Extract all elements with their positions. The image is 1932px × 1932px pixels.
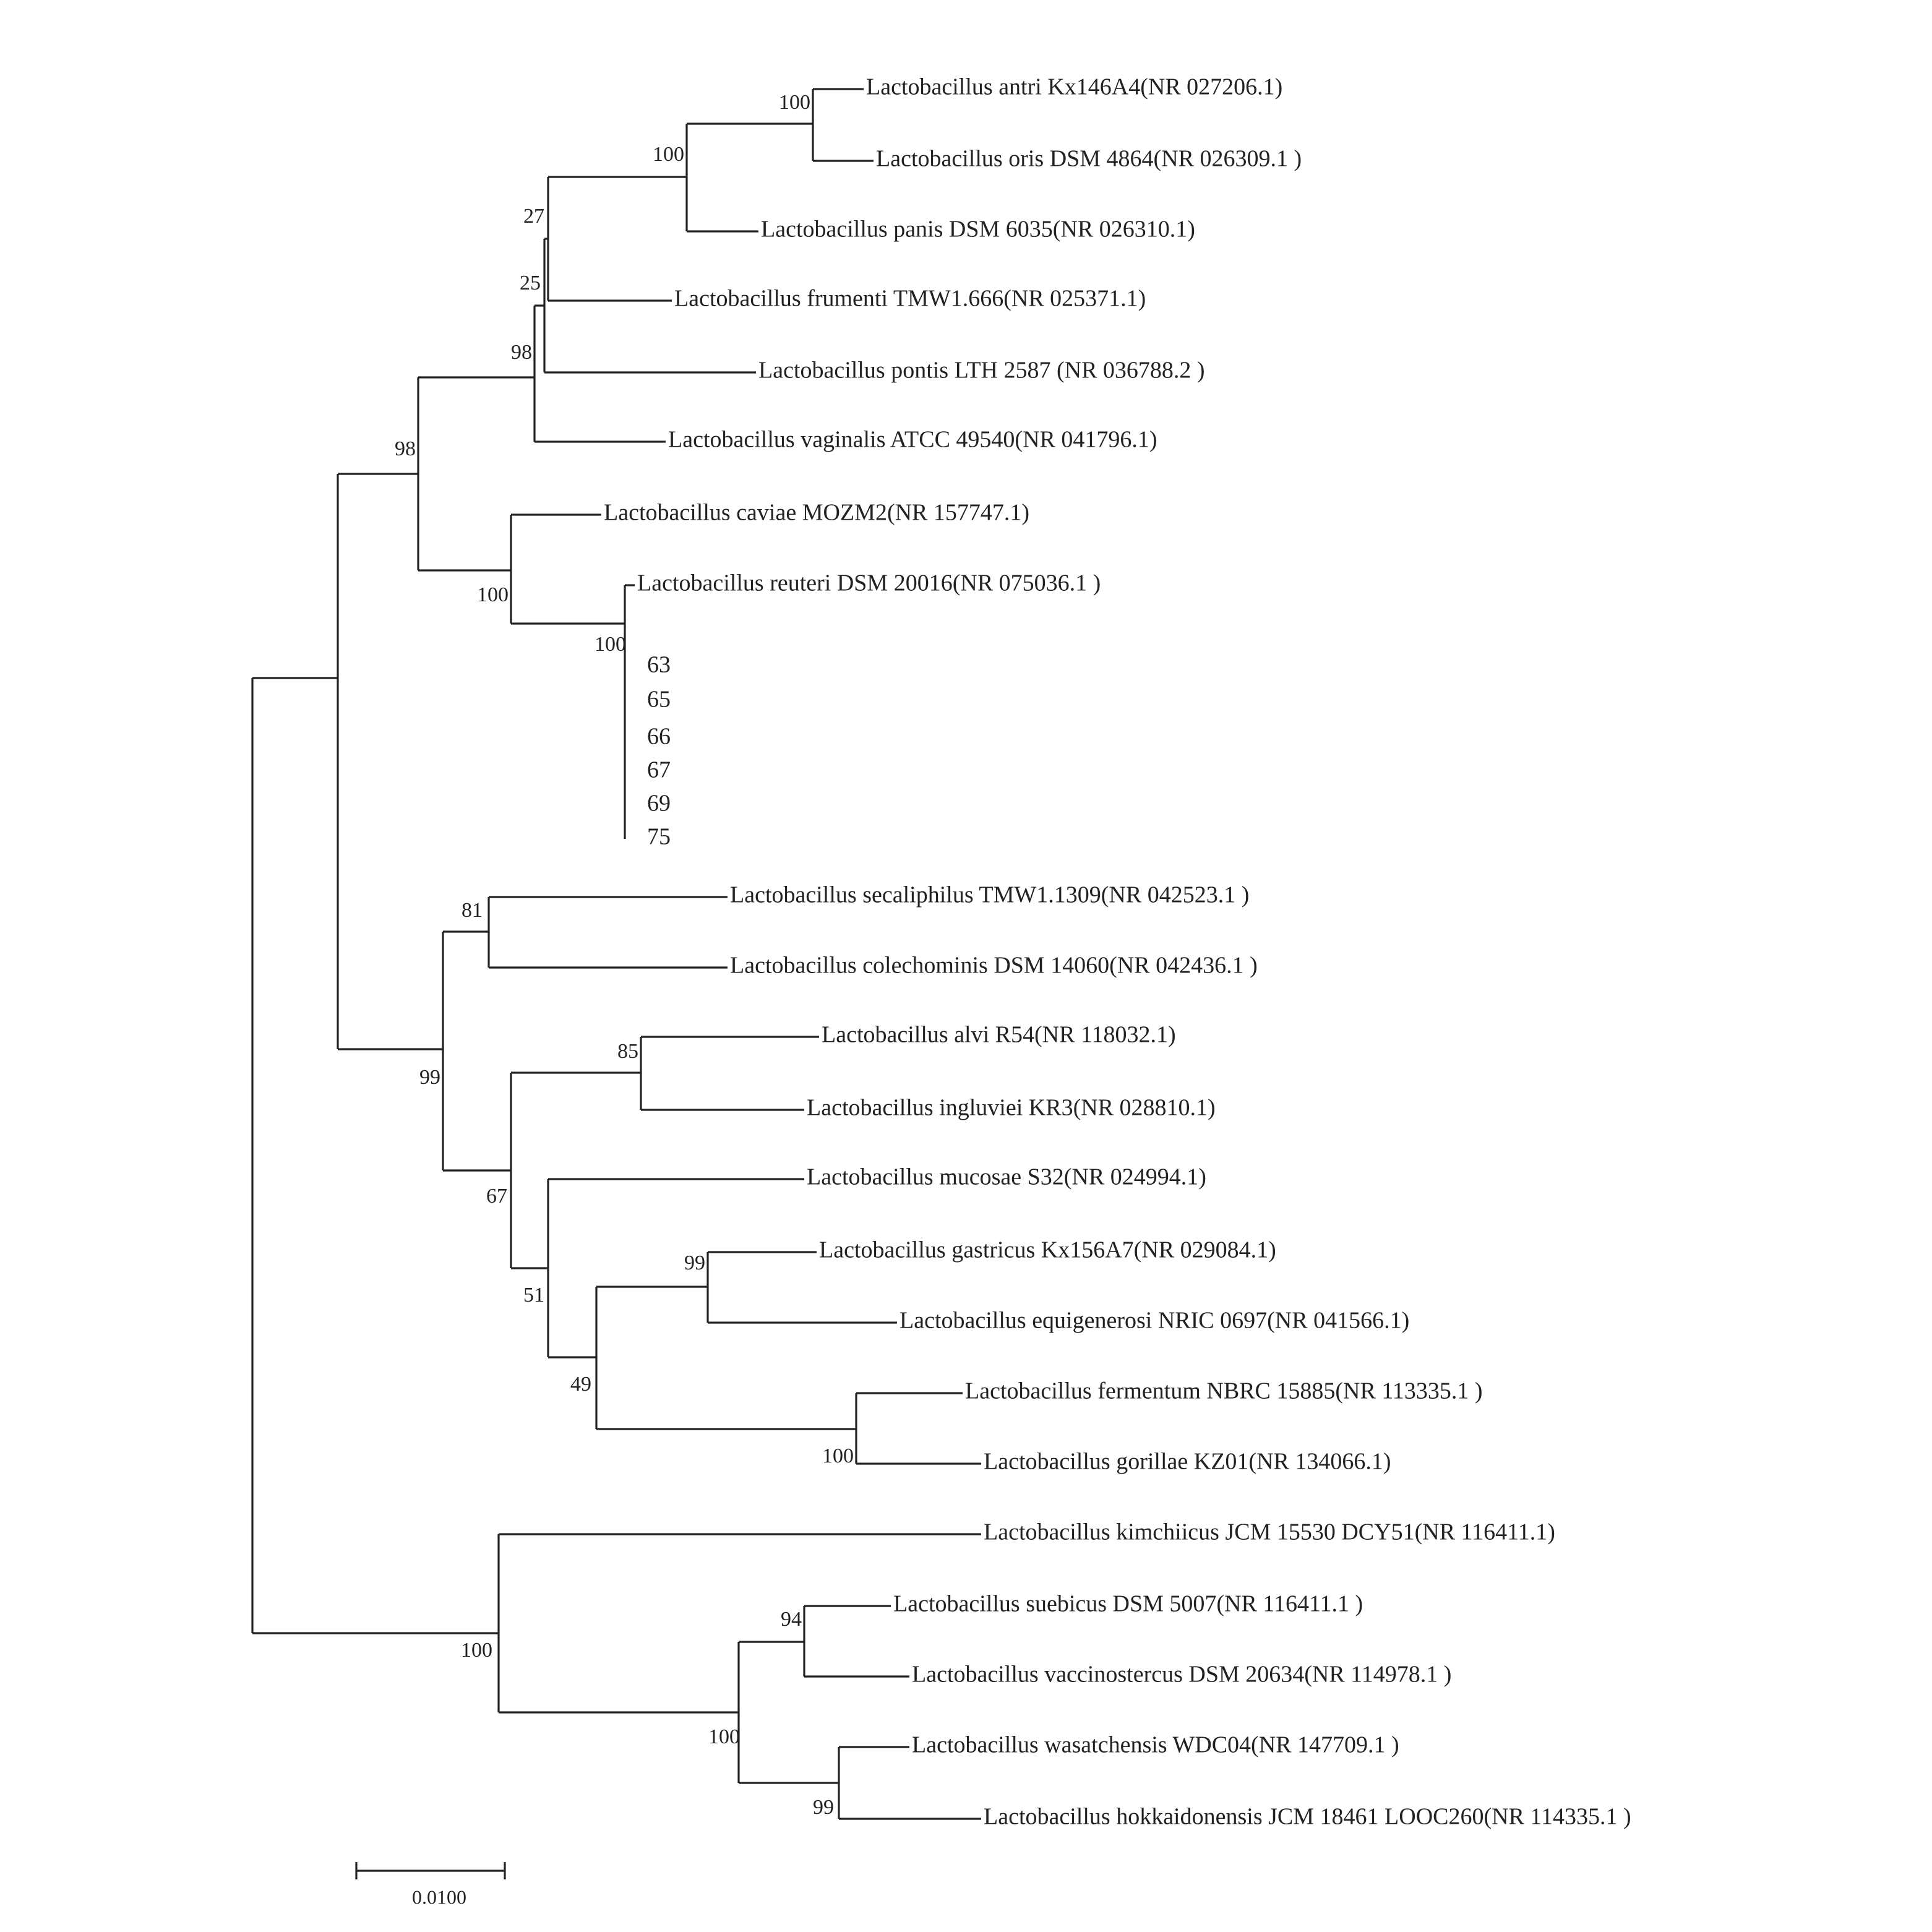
bootstrap-value: 98 [511,341,532,364]
leaf-label: Lactobacillus gastricus Kx156A7(NR 02908… [819,1237,1276,1263]
leaf-label: Lactobacillus hokkaidonensis JCM 18461 L… [984,1804,1631,1830]
bootstrap-value: 81 [462,899,483,922]
leaf-label: Lactobacillus vaginalis ATCC 49540(NR 04… [668,427,1157,453]
leaf-label: Lactobacillus colechominis DSM 14060(NR … [730,953,1258,979]
leaf-label: Lactobacillus secaliphilus TMW1.1309(NR … [730,882,1249,908]
leaf-label: Lactobacillus reuteri DSM 20016(NR 07503… [637,570,1101,596]
leaf-label: 65 [647,687,671,713]
bootstrap-value: 49 [570,1373,591,1396]
bootstrap-value: 100 [477,583,509,606]
bootstrap-value: 67 [486,1185,507,1208]
leaf-label: Lactobacillus suebicus DSM 5007(NR 11641… [893,1591,1363,1617]
bootstrap-value: 100 [708,1725,740,1748]
leaf-label: Lactobacillus kimchiicus JCM 15530 DCY51… [984,1519,1555,1545]
bootstrap-value: 94 [781,1608,802,1631]
leaf-label: 67 [647,757,671,783]
leaf-label: Lactobacillus pontis LTH 2587 (NR 036788… [758,358,1205,384]
leaf-label: Lactobacillus antri Kx146A4(NR 027206.1) [866,74,1282,100]
bootstrap-value: 85 [617,1040,638,1063]
bootstrap-value: 100 [779,91,810,114]
leaf-label: Lactobacillus wasatchensis WDC04(NR 1477… [912,1732,1399,1758]
leaf-label: Lactobacillus gorillae KZ01(NR 134066.1) [984,1449,1391,1475]
leaf-label: 63 [647,652,671,678]
leaf-label: Lactobacillus frumenti TMW1.666(NR 02537… [674,286,1146,312]
leaf-label: Lactobacillus oris DSM 4864(NR 026309.1 … [876,146,1302,172]
scale-bar-label: 0.0100 [412,1886,466,1908]
leaf-label: 69 [647,791,671,817]
bootstrap-value: 100 [461,1639,492,1662]
bootstrap-value: 100 [822,1445,854,1467]
leaf-label: 66 [647,724,671,750]
leaf-label: Lactobacillus equigenerosi NRIC 0697(NR … [899,1308,1409,1334]
bootstrap-value: 100 [653,143,684,166]
leaf-label: Lactobacillus caviae MOZM2(NR 157747.1) [604,500,1029,526]
bootstrap-value: 51 [523,1284,544,1307]
bootstrap-value: 25 [520,272,541,294]
bootstrap-value: 100 [595,633,626,656]
leaf-label: Lactobacillus vaccinostercus DSM 20634(N… [912,1662,1451,1688]
bootstrap-value: 99 [419,1066,440,1089]
leaf-label: 75 [647,824,671,850]
bootstrap-value: 99 [684,1252,705,1274]
bootstrap-value: 98 [395,437,416,460]
leaf-label: Lactobacillus fermentum NBRC 15885(NR 11… [965,1378,1483,1404]
leaf-label: Lactobacillus ingluviei KR3(NR 028810.1) [807,1095,1216,1121]
bootstrap-value: 99 [813,1796,834,1819]
bootstrap-value: 27 [523,205,544,228]
leaf-label: Lactobacillus alvi R54(NR 118032.1) [822,1022,1176,1048]
leaf-label: Lactobacillus mucosae S32(NR 024994.1) [807,1164,1206,1190]
leaf-label: Lactobacillus panis DSM 6035(NR 026310.1… [761,217,1195,243]
